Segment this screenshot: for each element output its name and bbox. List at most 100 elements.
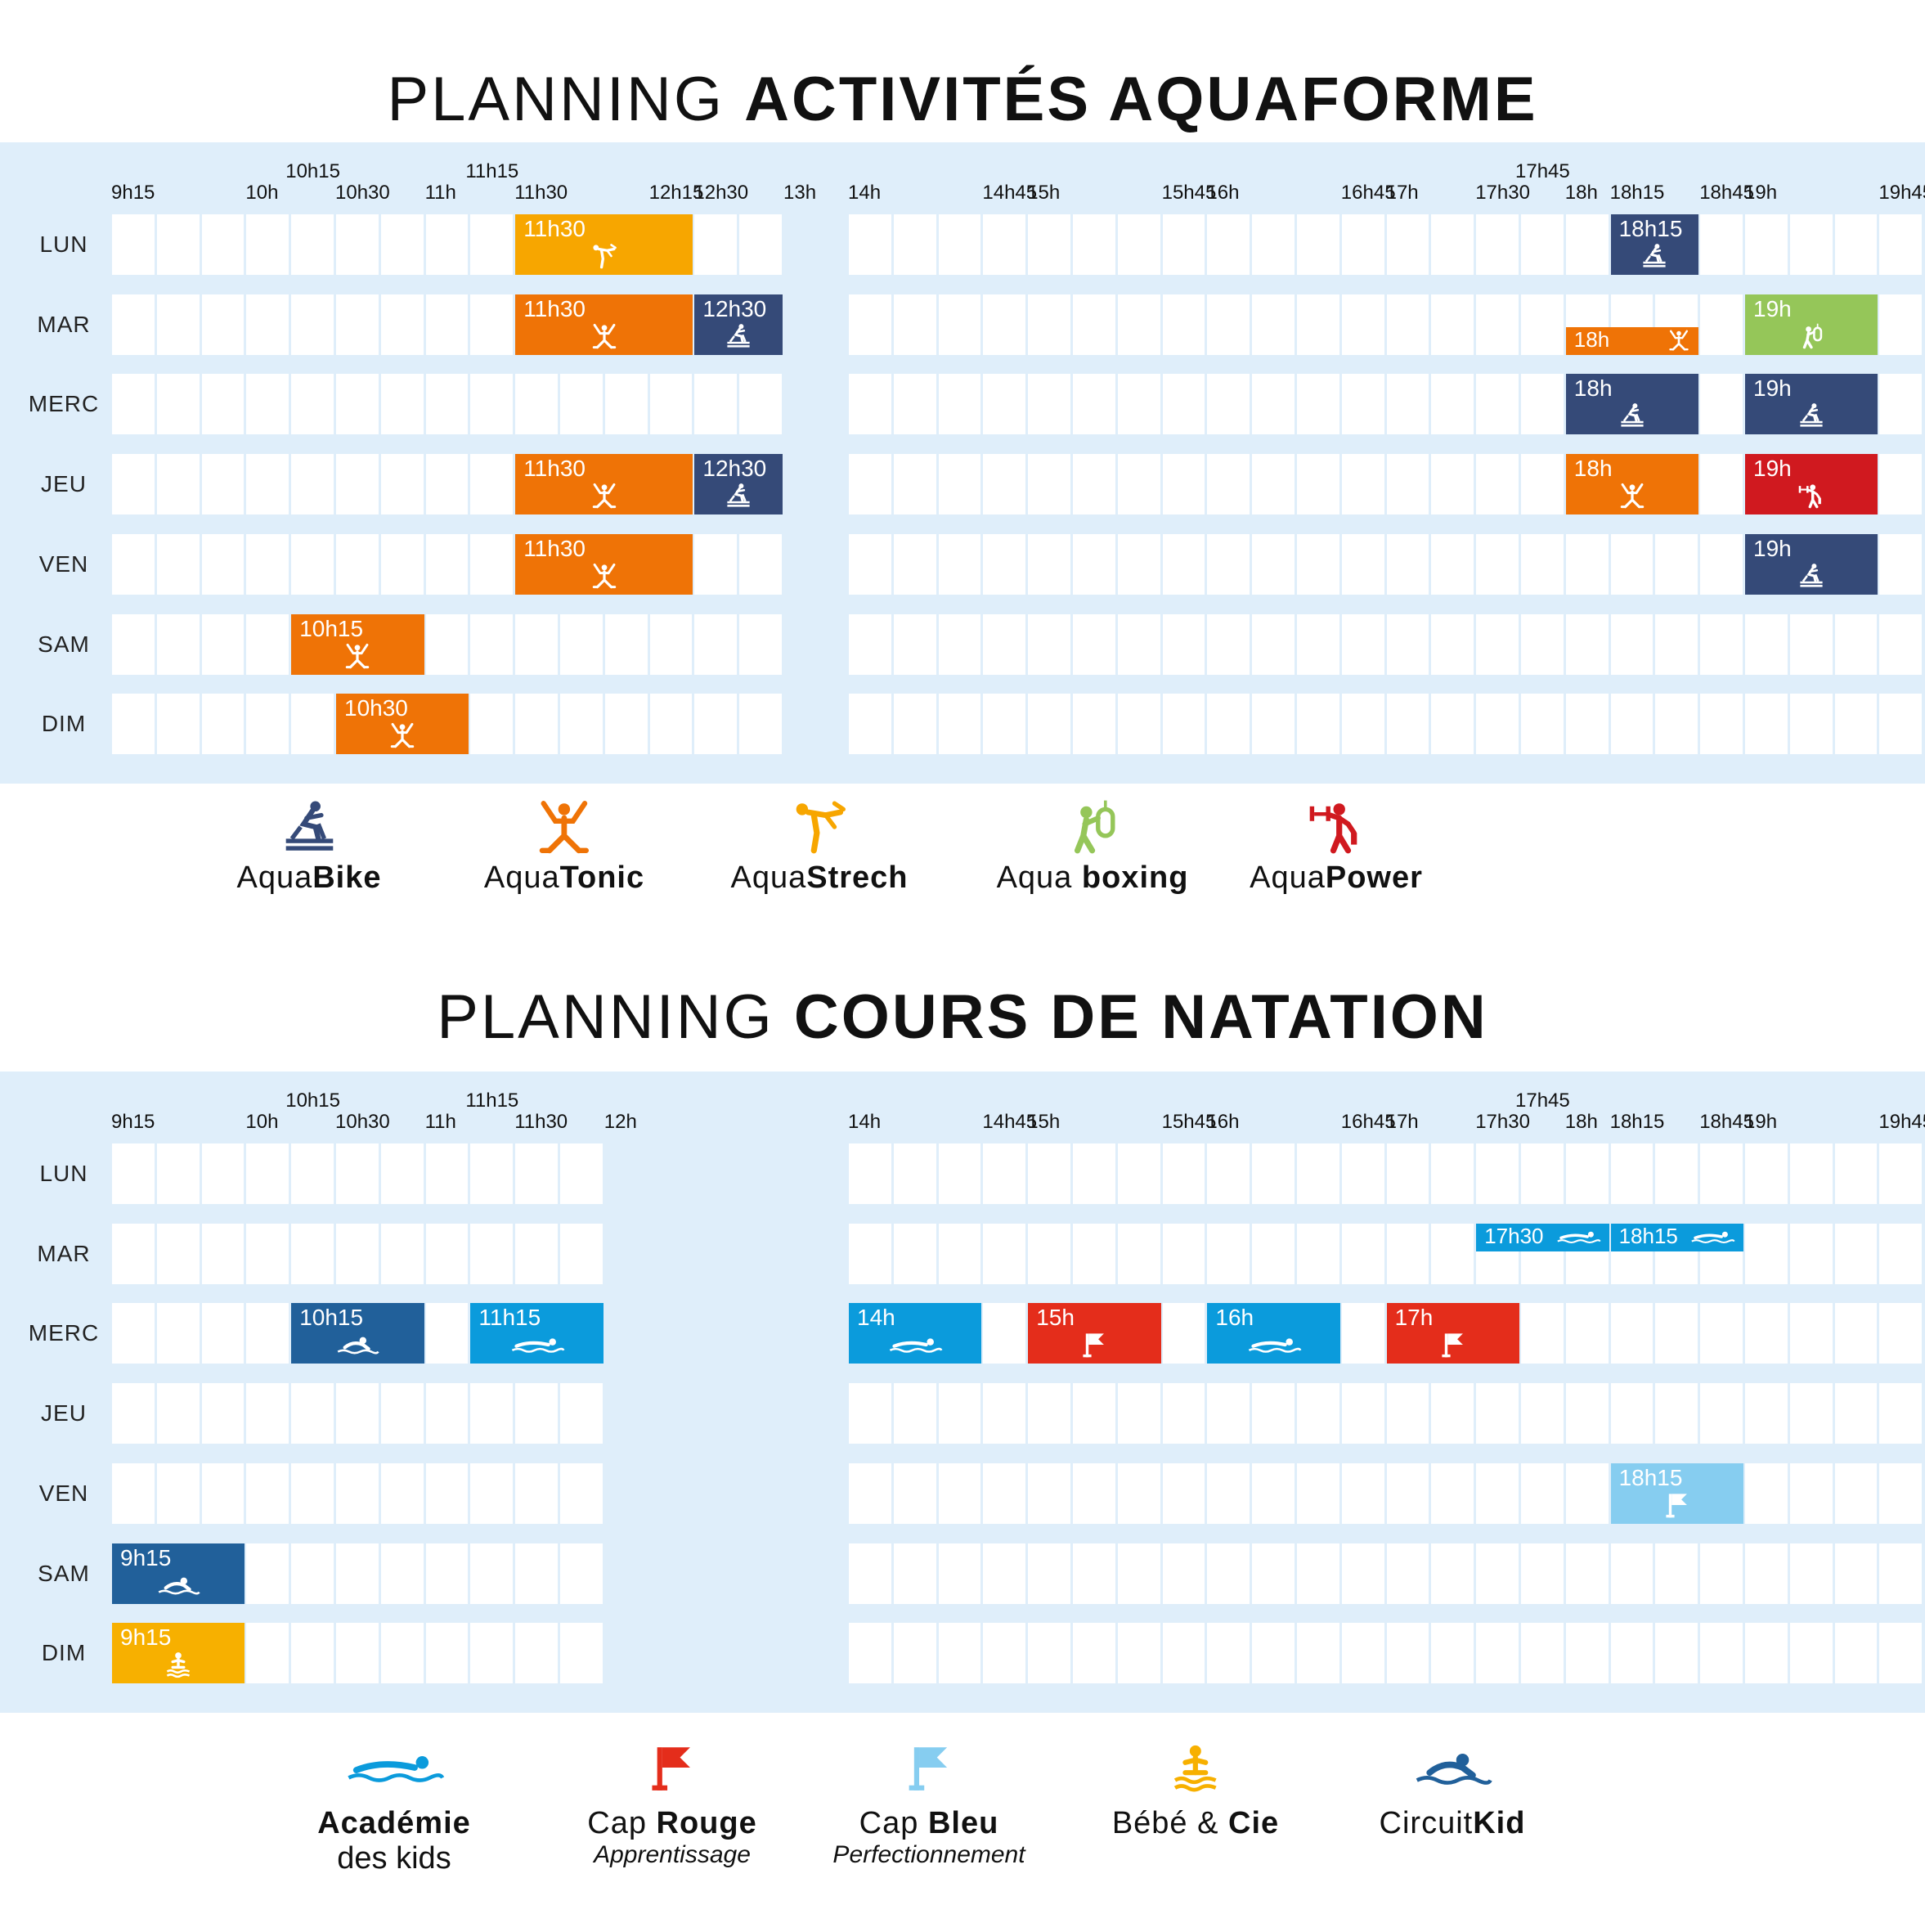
time-slot	[1610, 1143, 1654, 1204]
time-slot	[893, 214, 936, 275]
time-slot	[849, 454, 891, 515]
time-tick-19h45: 19h45	[1878, 1111, 1925, 1133]
legend-label-part: Académie	[317, 1806, 471, 1840]
time-tick-10h30: 10h30	[335, 1111, 390, 1133]
time-slot	[1341, 1303, 1384, 1364]
time-slot	[112, 1223, 155, 1284]
time-slot	[112, 374, 155, 435]
time-slot	[1789, 1623, 1833, 1684]
bike-icon	[1618, 402, 1646, 434]
time-slot	[1028, 613, 1070, 675]
schedule-event-aquatonic[interactable]: 18h	[1565, 454, 1699, 515]
schedule-event-aquabike[interactable]: 12h30	[694, 454, 783, 515]
time-slot	[1207, 1383, 1250, 1445]
schedule-event-acad-mie-des-kids[interactable]: 14h	[849, 1303, 982, 1364]
time-slot	[1297, 1143, 1339, 1204]
time-slot	[246, 214, 289, 275]
time-slot	[156, 533, 200, 595]
time-slot	[1700, 294, 1743, 355]
legend-label-light: Aqua	[996, 860, 1082, 895]
time-slot	[1431, 613, 1474, 675]
time-slot	[1745, 214, 1788, 275]
event-time: 19h	[1753, 456, 1792, 482]
time-slot	[1386, 1143, 1429, 1204]
time-slot	[201, 1303, 245, 1364]
schedule-event-acad-mie-des-kids[interactable]: 18h15	[1610, 1223, 1743, 1251]
schedule-event-aquapower[interactable]: 19h	[1745, 454, 1878, 515]
schedule-event-aquabike[interactable]: 12h30	[694, 294, 783, 355]
time-slot	[1117, 1223, 1160, 1284]
time-slot	[1431, 294, 1474, 355]
time-slot	[1341, 1543, 1384, 1604]
time-slot	[1745, 1143, 1788, 1204]
schedule-event-aqua-boxing[interactable]: 19h	[1745, 294, 1878, 355]
schedule-event-cap-rouge[interactable]: 17h	[1386, 1303, 1519, 1364]
legend-label-bold: Tonic	[559, 860, 645, 895]
day-label-dim: DIM	[41, 1640, 87, 1666]
day-label-merc: MERC	[28, 1320, 100, 1346]
schedule-event-circuitkid[interactable]: 10h15	[291, 1303, 424, 1364]
schedule-event-aquatonic[interactable]: 11h30	[515, 454, 693, 515]
schedule-event-aquatonic[interactable]: 10h30	[336, 694, 469, 755]
schedule-event-circuitkid[interactable]: 9h15	[112, 1543, 245, 1604]
time-slot	[1252, 1462, 1295, 1524]
schedule-event-aquastrech[interactable]: 11h30	[515, 214, 693, 275]
time-slot	[1879, 454, 1923, 515]
time-slot	[1162, 1223, 1205, 1284]
time-slot	[1655, 613, 1698, 675]
time-slot	[560, 1143, 603, 1204]
time-slot	[246, 374, 289, 435]
time-tick-18h: 18h	[1564, 182, 1598, 204]
time-slot	[1162, 1383, 1205, 1445]
time-slot	[380, 1383, 424, 1445]
legend-label-bold: Strech	[806, 860, 909, 895]
swimmer-icon	[509, 1331, 565, 1363]
time-slot	[291, 694, 334, 755]
bike-icon	[725, 482, 752, 514]
schedule-event-acad-mie-des-kids[interactable]: 16h	[1207, 1303, 1340, 1364]
event-time: 19h	[1753, 295, 1792, 321]
time-slot	[1252, 533, 1295, 595]
time-slot	[1521, 533, 1564, 595]
tonic-icon	[1667, 329, 1690, 355]
time-slot	[1789, 214, 1833, 275]
aquaforme-title: PLANNING ACTIVITÉS AQUAFORME	[0, 64, 1925, 135]
schedule-event-cap-bleu[interactable]: 18h15	[1610, 1462, 1743, 1524]
schedule-event-aquabike[interactable]: 19h	[1745, 374, 1878, 435]
time-slot	[739, 613, 782, 675]
schedule-event-cap-rouge[interactable]: 15h	[1028, 1303, 1161, 1364]
time-slot	[291, 454, 334, 515]
schedule-event-aquabike[interactable]: 18h	[1565, 374, 1699, 435]
schedule-event-aquabike[interactable]: 19h	[1745, 533, 1878, 595]
time-slot	[604, 613, 648, 675]
time-slot	[983, 1462, 1026, 1524]
time-slot	[112, 294, 155, 355]
schedule-event-aquatonic[interactable]: 11h30	[515, 533, 693, 595]
time-slot	[1834, 214, 1878, 275]
time-slot	[1565, 1462, 1609, 1524]
schedule-event-acad-mie-des-kids[interactable]: 17h30	[1476, 1223, 1609, 1251]
schedule-event-b-b-cie[interactable]: 9h15	[112, 1623, 245, 1684]
time-slot	[112, 454, 155, 515]
time-slot	[515, 1383, 558, 1445]
swimmer-icon	[1555, 1225, 1601, 1251]
time-slot	[201, 533, 245, 595]
time-slot	[1117, 214, 1160, 275]
time-tick-14h45: 14h45	[982, 182, 1038, 204]
schedule-event-acad-mie-des-kids[interactable]: 11h15	[470, 1303, 604, 1364]
schedule-event-aquatonic[interactable]: 11h30	[515, 294, 693, 355]
schedule-event-aquabike[interactable]: 18h15	[1610, 214, 1699, 275]
legend-label-part: Cap	[859, 1806, 928, 1840]
schedule-event-aquatonic[interactable]: 10h15	[291, 613, 424, 675]
event-time: 15h	[1036, 1305, 1075, 1331]
time-tick-11h: 11h	[424, 182, 456, 204]
time-slot	[470, 1623, 514, 1684]
legend-label: Cap Rouge	[587, 1806, 757, 1841]
aquaforme-title-bold: ACTIVITÉS AQUAFORME	[744, 65, 1538, 134]
schedule-event-aquatonic[interactable]: 18h	[1565, 326, 1699, 355]
time-slot	[1028, 1543, 1070, 1604]
time-slot	[1745, 1223, 1788, 1284]
time-tick-18h45: 18h45	[1699, 182, 1754, 204]
time-tick-14h: 14h	[848, 1111, 882, 1133]
time-slot	[560, 613, 603, 675]
